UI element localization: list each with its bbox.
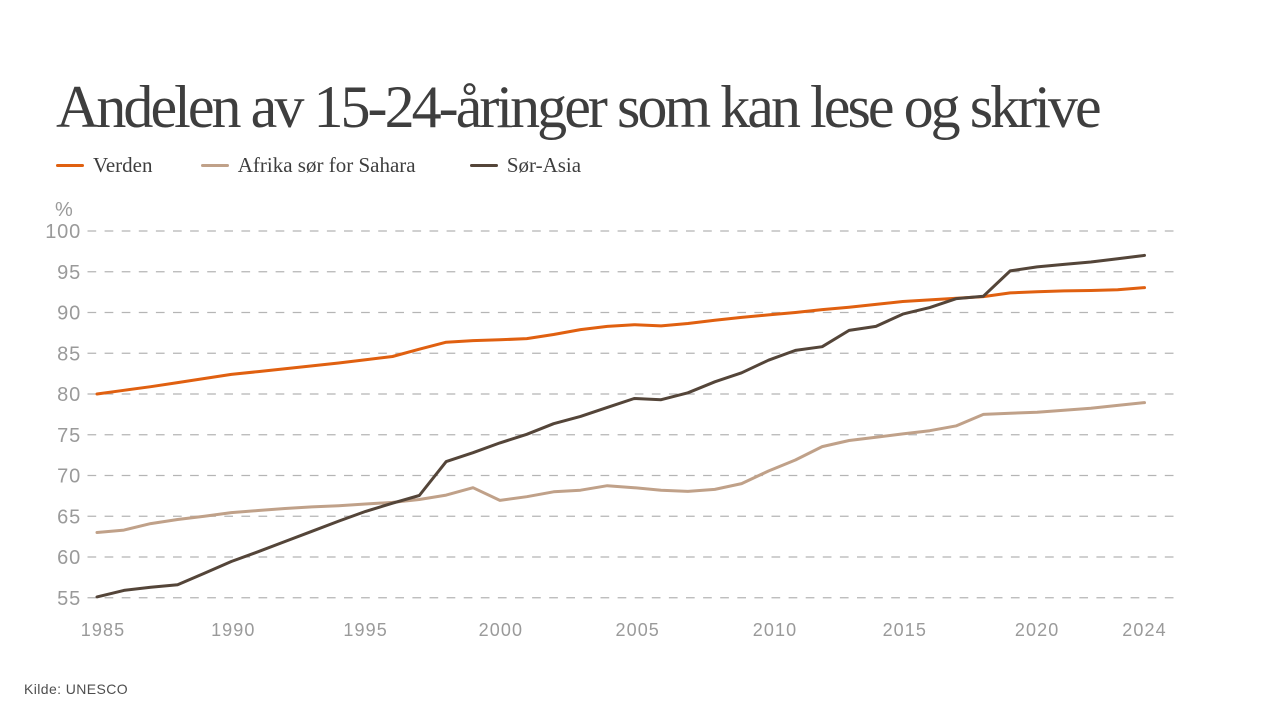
svg-text:75: 75 — [57, 425, 81, 447]
svg-text:2015: 2015 — [883, 620, 927, 640]
svg-text:65: 65 — [57, 506, 81, 528]
svg-text:%: % — [55, 199, 74, 221]
svg-text:55: 55 — [57, 588, 81, 610]
svg-text:90: 90 — [57, 303, 81, 325]
svg-text:2010: 2010 — [753, 620, 797, 640]
svg-text:100: 100 — [45, 221, 81, 243]
svg-text:2024: 2024 — [1122, 620, 1166, 640]
svg-text:80: 80 — [57, 384, 81, 406]
svg-text:70: 70 — [57, 466, 81, 488]
svg-text:1985: 1985 — [81, 620, 125, 640]
svg-text:2020: 2020 — [1015, 620, 1059, 640]
svg-text:1990: 1990 — [211, 620, 255, 640]
svg-text:2000: 2000 — [479, 620, 523, 640]
svg-text:60: 60 — [57, 547, 81, 569]
svg-text:85: 85 — [57, 343, 81, 365]
svg-text:95: 95 — [57, 262, 81, 284]
svg-text:1995: 1995 — [343, 620, 387, 640]
svg-text:2005: 2005 — [615, 620, 659, 640]
